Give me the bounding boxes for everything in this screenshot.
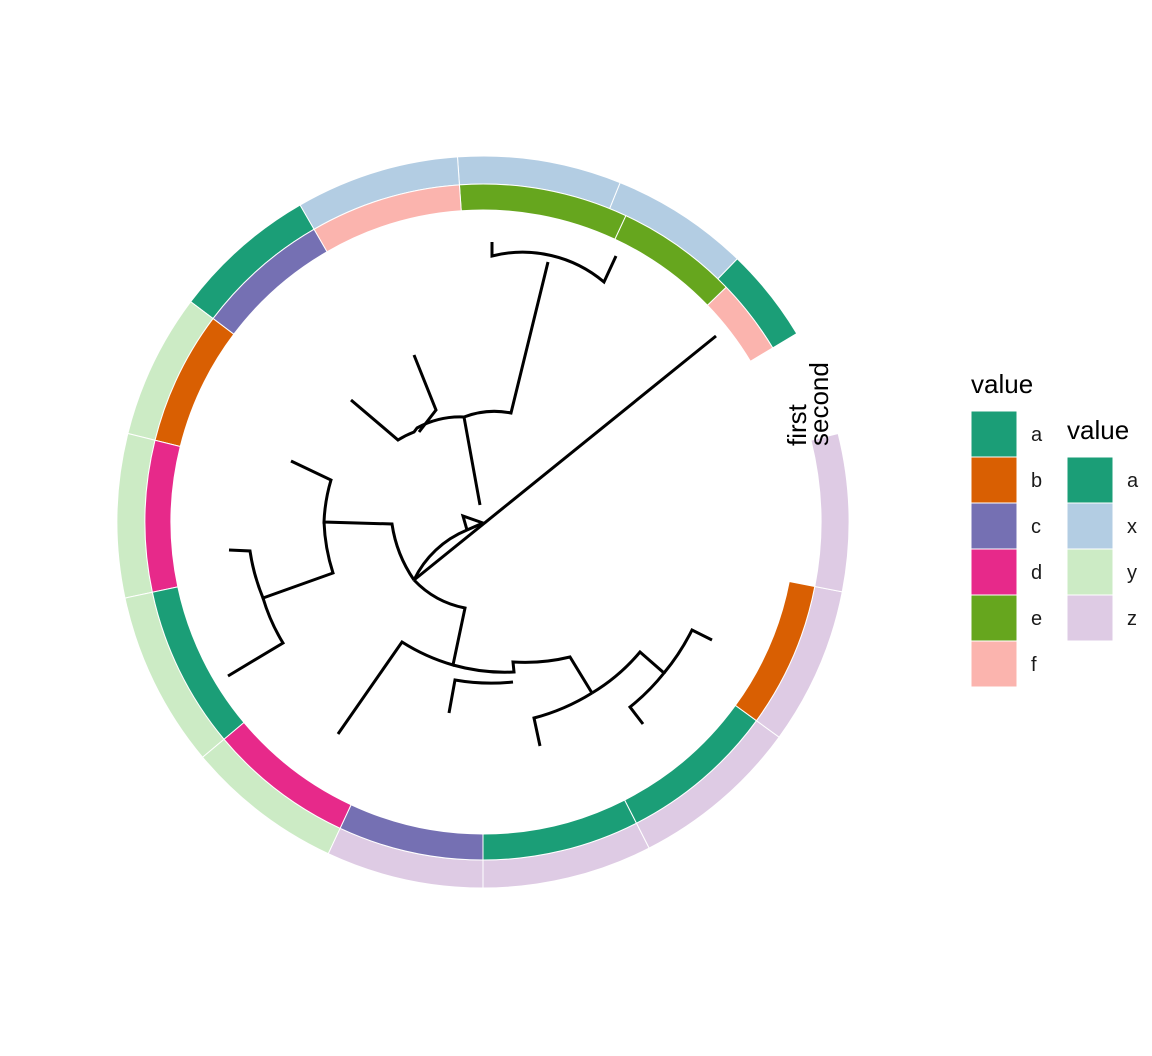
legend-first-label: d	[1031, 562, 1042, 584]
tree-branch	[591, 649, 667, 725]
legend-second-swatch	[1066, 594, 1114, 642]
tree-branch	[412, 354, 438, 433]
outer-ring-segment	[810, 432, 850, 593]
legend-first-label: b	[1031, 470, 1042, 492]
tree-branch	[490, 242, 618, 285]
tree-edges	[227, 242, 717, 747]
legend-second-label: a	[1127, 470, 1139, 492]
tree-branch	[452, 655, 594, 694]
ring-label-second: second	[804, 362, 834, 446]
legend-second-label: z	[1127, 608, 1137, 630]
legend-first-swatch	[970, 594, 1018, 642]
inner-ring	[144, 183, 816, 861]
legend-first-swatch	[970, 548, 1018, 596]
legend-first-swatch	[970, 456, 1018, 504]
tree-branch	[462, 261, 550, 506]
legend-second-swatch	[1066, 456, 1114, 504]
legend-first-swatch	[970, 410, 1018, 458]
legend-second-title: value	[1067, 415, 1129, 445]
ring-label-first: first	[782, 403, 812, 446]
legend-second: value a x y z	[1066, 415, 1139, 642]
tree-branch	[447, 678, 514, 714]
tree-branch	[227, 597, 286, 678]
legend-first-title: value	[971, 369, 1033, 399]
tree-branch	[412, 513, 488, 581]
legend-first-swatch	[970, 640, 1018, 688]
legend-first-label: c	[1031, 516, 1041, 538]
inner-ring-segment	[144, 439, 181, 593]
legend-second-label: y	[1127, 562, 1137, 584]
tree-branch	[290, 459, 416, 581]
legend-first-label: f	[1031, 654, 1037, 676]
tree-branch	[532, 691, 593, 747]
legend-first: value a b c d e f	[970, 369, 1043, 688]
tree-branch	[413, 334, 717, 582]
legend-second-label: x	[1127, 516, 1137, 538]
legend-first-swatch	[970, 502, 1018, 550]
tree-branch	[228, 521, 335, 600]
tree-branch	[350, 398, 465, 442]
legend-second-swatch	[1066, 502, 1114, 550]
legend-second-swatch	[1066, 548, 1114, 596]
legend-first-label: e	[1031, 608, 1042, 630]
tree-branch	[662, 627, 713, 674]
legend-first-label: a	[1031, 424, 1043, 446]
tree-branch	[336, 578, 467, 735]
inner-ring-segment	[734, 580, 816, 722]
